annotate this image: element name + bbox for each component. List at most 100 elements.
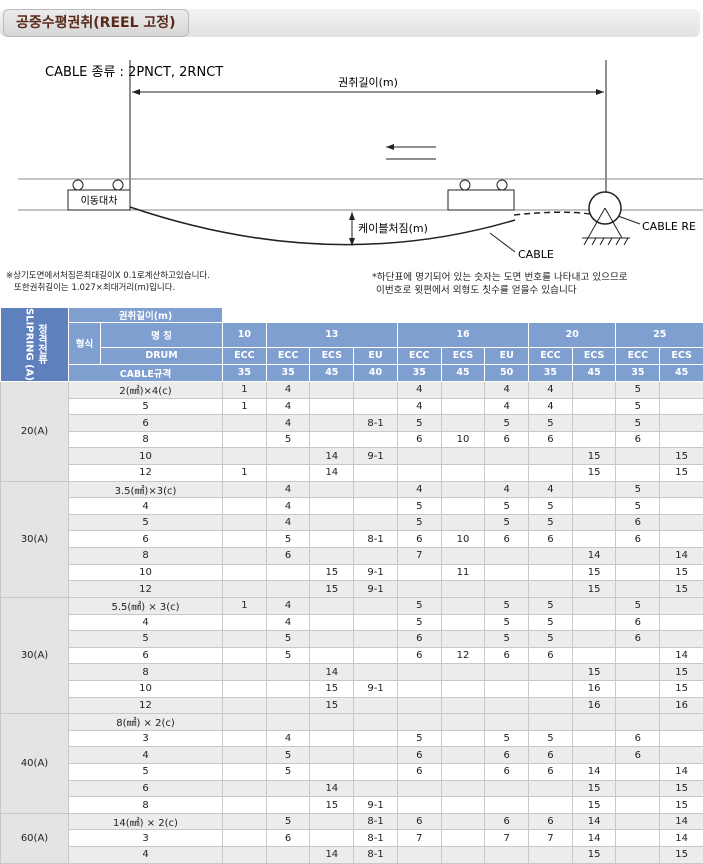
drawing-number (528, 679, 573, 698)
drawing-number (571, 613, 617, 632)
drawing-number (528, 447, 573, 466)
drawing-number (659, 746, 703, 764)
drawing-number: 6 (615, 729, 661, 748)
drawing-number (440, 580, 486, 598)
drawing-number: 10 (440, 430, 486, 449)
row-label: 12 (67, 696, 224, 715)
reel-label: CABLE RE (642, 220, 696, 233)
drawing-number (484, 580, 530, 598)
drawing-number: 4 (484, 380, 530, 399)
drawing-number (222, 547, 267, 565)
diagram: CABLE 종류 : 2PNCT, 2RNCT 권취길이(m) 이동대차 케이블… (18, 60, 703, 261)
drawing-number: 4 (265, 613, 311, 632)
drawing-number: 4 (265, 480, 311, 499)
drawing-number (222, 696, 267, 715)
drawing-number (353, 430, 398, 449)
data-row: 3 6 8-1 7 7 7 14 14 (1, 829, 703, 848)
data-row: 6 4 8-1 5 5 5 5 (1, 414, 703, 432)
drawing-number: 5 (396, 497, 442, 515)
drawing-number: 5 (484, 497, 530, 515)
drawing-number: 16 (659, 696, 703, 715)
drawing-number (440, 812, 486, 831)
drawing-number: 14 (659, 646, 703, 665)
drawing-number: 15 (571, 779, 617, 798)
drawing-number (222, 746, 267, 764)
drawing-number (396, 447, 442, 466)
diagram-lines (18, 60, 703, 253)
drawing-number: 15 (571, 447, 617, 466)
row-label: 3 (67, 729, 224, 748)
drawing-number (222, 430, 267, 449)
data-row: 10 15 9-1 16 15 (1, 679, 703, 698)
drawing-number (440, 630, 486, 648)
drawing-number: 5 (615, 414, 661, 432)
drawing-number: 14 (659, 829, 703, 848)
notes-left: ※상기도면에서처짐은최대길이X 0.1로계산하고있습니다. 또한권취길이는 1.… (6, 270, 346, 294)
drawing-number (440, 796, 486, 814)
drawing-number: 8-1 (353, 829, 398, 848)
drawing-number (440, 480, 486, 499)
drawing-number: 16 (571, 696, 617, 715)
drawing-number: 5 (528, 596, 573, 615)
drawing-number: 15 (571, 846, 617, 864)
drum-type: ECC (265, 346, 311, 365)
cable-spec: 40 (353, 363, 398, 382)
drawing-number: 6 (615, 630, 661, 648)
drawing-number: 5 (484, 630, 530, 648)
drawing-number: 4 (265, 729, 311, 748)
drawing-number: 6 (396, 746, 442, 764)
drawing-number (440, 846, 486, 864)
drawing-number (309, 713, 355, 731)
drawing-number: 14 (571, 812, 617, 831)
drawing-number (615, 779, 661, 798)
length-value: 16 (396, 322, 530, 348)
drawing-number (440, 829, 486, 848)
drawing-number (659, 397, 703, 416)
row-label: 5 (67, 397, 224, 416)
drum-type: ECC (222, 346, 267, 365)
drawing-number (440, 779, 486, 798)
drawing-number (659, 430, 703, 449)
length-value: 10 (222, 322, 267, 348)
drum-type: ECC (396, 346, 442, 365)
data-row: 8 5 6 10 6 6 6 (1, 430, 703, 449)
row-label: 6 (67, 779, 224, 798)
drawing-number: 15 (659, 563, 703, 582)
drawing-number (659, 380, 703, 399)
drawing-number (615, 829, 661, 848)
drawing-number: 15 (309, 796, 355, 814)
drawing-number: 6 (528, 430, 573, 449)
drawing-number (265, 779, 311, 798)
drawing-number: 8-1 (353, 414, 398, 432)
drawing-number: 6 (484, 812, 530, 831)
drum-type: EU (353, 346, 398, 365)
drawing-number: 14 (309, 464, 355, 482)
drawing-number (615, 713, 661, 731)
drawing-number: 15 (571, 464, 617, 482)
drawing-number (571, 646, 617, 665)
current-value: 30(A) (0, 480, 69, 598)
drawing-number (309, 414, 355, 432)
drawing-number (265, 464, 311, 482)
cable-spec: 35 (396, 363, 442, 382)
data-row: 12 15 9-1 15 15 (1, 580, 703, 598)
drawing-number: 15 (659, 464, 703, 482)
drawing-number (528, 846, 573, 864)
drawing-number (615, 812, 661, 831)
data-row: 40(A) 8(㎟) × 2(c) (0, 713, 703, 814)
drawing-number: 5 (484, 596, 530, 615)
drawing-number (222, 679, 267, 698)
drawing-number: 16 (571, 679, 617, 698)
drawing-number: 5 (396, 729, 442, 748)
notes-right: *하단표에 명기되어 있는 숫자는 도면 번호를 나타내고 있으므로 이번호로 … (372, 271, 703, 297)
drawing-number (440, 447, 486, 466)
drawing-number (571, 729, 617, 748)
cable-spec: 35 (528, 363, 573, 382)
drawing-number (222, 663, 267, 681)
drawing-number: 7 (528, 829, 573, 848)
drawing-number: 6 (484, 763, 530, 781)
drawing-number: 5 (265, 763, 311, 781)
